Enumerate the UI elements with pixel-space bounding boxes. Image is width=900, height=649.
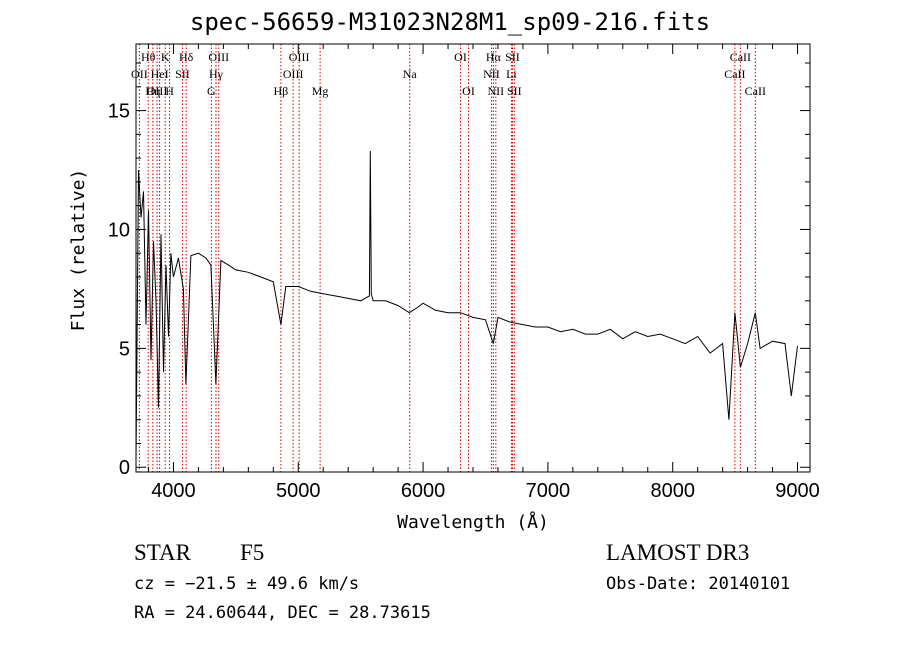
radec-text: RA = 24.60644, DEC = 28.73615: [134, 603, 431, 623]
spectral-line-label: SII: [505, 50, 520, 64]
spectral-line-label: K: [161, 50, 170, 64]
y-tick-label: 0: [119, 457, 130, 479]
x-tick-label: 4000: [151, 480, 196, 502]
x-axis-label: Wavelength (Å): [397, 511, 549, 533]
spectral-line-label: Hδ: [179, 50, 194, 64]
y-tick-label: 15: [108, 101, 130, 123]
spectral-line-label: OI: [454, 50, 467, 64]
object-subclass: F5: [240, 540, 265, 565]
spectral-line-label: OIII: [208, 50, 229, 64]
spectral-line-label: Hη: [145, 84, 160, 98]
chart-title: spec-56659-M31023N28M1_sp09-216.fits: [189, 8, 711, 36]
spectral-line-label: OIII: [147, 84, 168, 98]
spectral-line-label: HeI: [151, 67, 169, 81]
spectral-line-label: H: [165, 84, 174, 98]
y-tick-label: 5: [119, 338, 130, 360]
x-axis-ticks: 4000 5000 6000 7000 8000 9000: [147, 44, 820, 502]
spectral-line-label: CaII: [724, 67, 745, 81]
spectral-line-label: Mg: [312, 84, 329, 98]
spectral-line-label: Hβ: [274, 84, 289, 98]
y-axis-label: Flux (relative): [68, 169, 89, 332]
survey-name: LAMOST DR3: [606, 540, 750, 565]
x-tick-label: 6000: [401, 480, 446, 502]
x-tick-label: 7000: [526, 480, 571, 502]
x-tick-label: 9000: [775, 480, 820, 502]
spectral-line-label: SII: [175, 67, 190, 81]
plot-frame: [135, 43, 811, 473]
spectral-line-label: Hγ: [209, 67, 224, 81]
redshift-text: cz = −21.5 ± 49.6 km/s: [134, 574, 360, 594]
spectral-line-markers: [138, 44, 756, 472]
spectral-line-label: NII: [483, 67, 500, 81]
spectral-line-label: OIII: [289, 50, 310, 64]
spectral-line-label: NII: [488, 84, 505, 98]
spectral-line-label: Li: [506, 67, 517, 81]
object-class: STAR: [134, 540, 191, 565]
x-tick-label: 8000: [650, 480, 695, 502]
spectral-line-label: Hα: [486, 50, 502, 64]
spectral-line-label: CaII: [730, 50, 751, 64]
y-tick-label: 10: [108, 219, 130, 241]
spectral-line-label: G: [207, 84, 216, 98]
spectrum-series-line: [135, 150, 798, 463]
spectral-line-label: OIII: [283, 67, 304, 81]
obs-date: Obs-Date: 20140101: [606, 574, 791, 594]
spectral-line-label: SII: [507, 84, 522, 98]
y-axis-ticks: 0 5 10 15: [108, 62, 810, 479]
spectral-line-label: OI: [462, 84, 475, 98]
spectral-line-label: OII: [131, 67, 148, 81]
spectral-line-label: Na: [403, 67, 418, 81]
spectral-line-label: CaII: [745, 84, 766, 98]
spectral-line-label: Hθ: [141, 50, 156, 64]
x-tick-label: 5000: [276, 480, 321, 502]
